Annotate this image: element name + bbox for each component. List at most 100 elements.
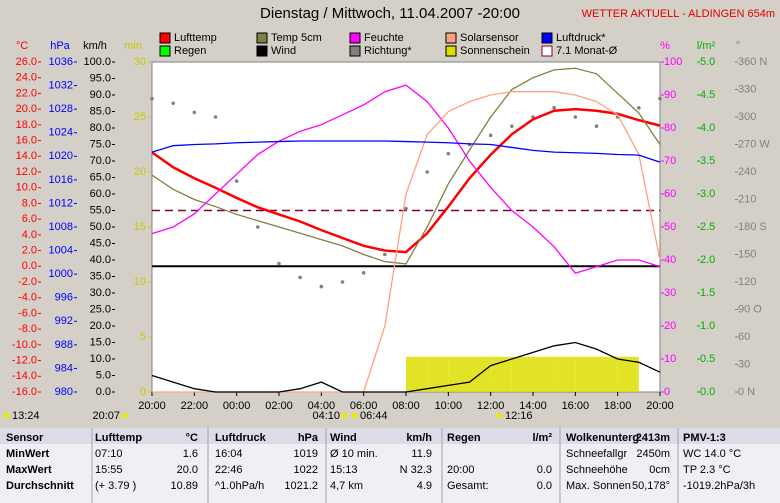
y-tick-label: 90 O: [738, 303, 762, 315]
y-tick-label: 4.0: [22, 229, 37, 241]
y-tick-label: 8.0: [22, 197, 37, 209]
direction-dot: [510, 124, 514, 128]
table-cell: 11.9: [411, 448, 432, 460]
table-cell: 1022: [294, 464, 318, 476]
legend-label: Solarsensor: [460, 32, 519, 44]
bar: [511, 356, 533, 392]
table-cell: Regen: [447, 432, 481, 444]
y-tick-label: 30: [738, 358, 750, 370]
axis-unit: °C: [16, 40, 28, 52]
y-tick-label: 60.0: [90, 188, 111, 200]
direction-dot: [277, 261, 281, 266]
table-cell: 1.6: [183, 448, 198, 460]
x-tick-label: 02:00: [265, 400, 293, 412]
y-tick-label: 3.0: [700, 188, 715, 200]
y-tick-label: 210: [738, 193, 756, 205]
y-tick-label: -6.0: [18, 307, 37, 319]
y-tick-label: 16.0: [16, 134, 37, 146]
table-cell: 20:00: [447, 464, 475, 476]
y-tick-label: 4.5: [700, 89, 715, 101]
y-tick-label: 20.0: [16, 103, 37, 115]
table-cell: TP 2.3 °C: [683, 464, 731, 476]
y-tick-label: 1016: [49, 174, 73, 186]
y-tick-label: 55.0: [90, 204, 111, 216]
station-name: WETTER AKTUELL - ALDINGEN 654m: [582, 8, 775, 20]
y-tick-label: 22.0: [16, 87, 37, 99]
y-tick-label: 240: [738, 166, 756, 178]
y-tick-label: 60: [738, 331, 750, 343]
table-cell: 10.89: [170, 480, 198, 492]
y-tick-label: 45.0: [90, 237, 111, 249]
x-tick-label: 08:00: [392, 400, 420, 412]
y-tick-label: 1004: [49, 244, 73, 256]
y-tick-label: 0.0: [96, 386, 111, 398]
legend-label: Feuchte: [364, 32, 404, 44]
x-tick-label: 10:00: [435, 400, 463, 412]
table-cell: 07:10: [95, 448, 123, 460]
bar: [596, 356, 618, 392]
y-tick-label: 90.0: [90, 89, 111, 101]
time-marker: 20:07: [92, 410, 120, 422]
y-tick-label: 5.0: [96, 369, 111, 381]
axis-unit: km/h: [83, 40, 107, 52]
y-tick-label: 984: [55, 362, 73, 374]
y-tick-label: 3.5: [700, 155, 715, 167]
y-tick-label: -8.0: [18, 323, 37, 335]
y-tick-label: 10.0: [16, 182, 37, 194]
y-tick-label: 0: [140, 386, 146, 398]
y-tick-label: 0.5: [700, 353, 715, 365]
axis-unit: min: [124, 40, 142, 52]
legend-label: Sonnenschein: [460, 45, 530, 57]
table-cell: 1019: [294, 448, 318, 460]
bar: [533, 356, 555, 392]
table-cell: Sensor: [6, 432, 44, 444]
y-tick-label: 25.0: [90, 303, 111, 315]
y-tick-label: 50.0: [90, 221, 111, 233]
direction-dot: [488, 133, 493, 138]
table-cell: 16:04: [215, 448, 243, 460]
table-cell: 15:13: [330, 464, 358, 476]
y-tick-label: 80: [664, 122, 676, 134]
axis-unit: %: [660, 40, 670, 52]
y-tick-label: 12.0: [16, 166, 37, 178]
y-tick-label: 24.0: [16, 72, 37, 84]
direction-dot: [552, 106, 556, 110]
table-cell: Gesamt:: [447, 480, 489, 492]
direction-dot: [594, 124, 599, 128]
y-tick-label: 270 W: [738, 138, 770, 150]
y-tick-label: 4.0: [700, 122, 715, 134]
y-tick-label: 0.0: [22, 260, 37, 272]
direction-dot: [150, 96, 154, 101]
y-tick-label: 30: [134, 56, 146, 68]
y-tick-label: 0 N: [738, 386, 755, 398]
table-cell: 4.9: [417, 480, 432, 492]
y-tick-label: 100.0: [83, 56, 111, 68]
x-tick-label: 12:00: [477, 400, 505, 412]
axis-unit: °: [736, 40, 740, 52]
table-cell: 4,7 km: [330, 480, 363, 492]
y-tick-label: 6.0: [22, 213, 37, 225]
legend-label: 7.1 Monat-Ø: [556, 45, 618, 57]
y-tick-label: 30.0: [90, 287, 111, 299]
legend-swatch: [349, 32, 361, 44]
direction-dot: [213, 115, 218, 119]
legend-label: Richtung*: [364, 45, 412, 57]
table-cell: MaxWert: [6, 464, 52, 476]
direction-dot: [446, 151, 451, 156]
table-cell: hPa: [298, 432, 319, 444]
direction-dot: [637, 106, 641, 110]
plot-area: [151, 61, 661, 393]
table-cell: WC 14.0 °C: [683, 448, 741, 460]
y-tick-label: 30: [664, 287, 676, 299]
bar: [427, 356, 449, 392]
y-tick-label: 15: [134, 221, 146, 233]
y-tick-label: 360 N: [738, 56, 767, 68]
legend-label: Wind: [271, 45, 296, 57]
y-tick-label: 0.0: [700, 386, 715, 398]
x-tick-label: 00:00: [223, 400, 251, 412]
direction-dot: [171, 101, 175, 106]
direction-dot: [340, 280, 345, 284]
y-tick-label: 40: [664, 254, 676, 266]
table-cell: Durchschnitt: [6, 480, 74, 492]
